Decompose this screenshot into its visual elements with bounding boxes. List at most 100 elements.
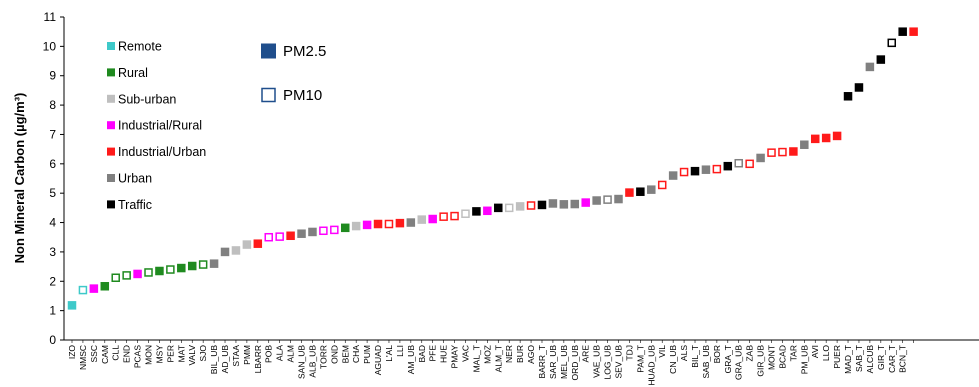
x-tick-label: ALM [286, 345, 296, 362]
data-point [395, 218, 405, 228]
x-tick-label: BIL_T [690, 345, 700, 368]
axes: 0 1 2 3 4 5 6 7 8 9 10 11 [43, 10, 979, 347]
data-point [89, 284, 99, 293]
data-point [537, 200, 547, 210]
data-point [821, 133, 831, 143]
x-tick-label: VAE_UB [592, 345, 602, 378]
data-point [800, 140, 809, 149]
x-tick-label: AGUAD [373, 345, 383, 375]
data-point [876, 55, 886, 64]
x-tick-label: ALM_T [493, 345, 503, 372]
x-tick-label: CAR_T [887, 345, 897, 373]
data-point [373, 219, 383, 229]
y-tick-label: 2 [49, 274, 56, 288]
data-point [494, 203, 503, 213]
x-tick-label: ALCUB [865, 345, 875, 374]
data-point [264, 232, 273, 242]
x-tick-label: NER [504, 345, 514, 363]
data-point [308, 227, 317, 237]
data-point [351, 221, 361, 231]
x-tick-label: BIL_UB [209, 345, 219, 375]
data-point [909, 27, 918, 36]
data-point [461, 209, 470, 218]
x-tick-label: BCAD [777, 345, 787, 369]
y-tick-label: 8 [49, 98, 56, 112]
legend-swatch [107, 42, 115, 50]
data-point [187, 261, 197, 271]
x-tick-label: BARR_T [537, 345, 547, 379]
data-point [865, 62, 875, 72]
data-point [330, 225, 339, 235]
data-point [417, 215, 427, 224]
x-tick-label: POB [264, 345, 274, 363]
y-tick-label: 7 [49, 127, 56, 141]
x-tick-label: SEV_UB [614, 345, 624, 379]
x-tick-labels: IZO NMSC SSC CAM CLL END PCAS MON MSY PER MAT VALV S… [67, 340, 914, 386]
legend-swatch [261, 87, 276, 103]
data-point [756, 153, 765, 163]
data-point [319, 226, 328, 236]
legend-swatch [107, 121, 115, 130]
x-tick-label: END [122, 345, 132, 363]
x-tick-label: L'AL [384, 345, 394, 362]
x-tick-label: MSY [154, 345, 164, 364]
data-points [67, 27, 918, 310]
data-point [155, 266, 164, 276]
x-tick-label: AGO [526, 345, 536, 364]
x-tick-label: ORD_UB [570, 345, 580, 381]
x-tick-label: SAB_T [854, 345, 864, 372]
data-point [100, 282, 110, 291]
x-tick-label: MOZ [482, 345, 492, 364]
x-tick-label: HUE [439, 345, 449, 363]
legend-label: Traffic [118, 198, 152, 212]
data-point [789, 147, 798, 156]
data-point [887, 38, 896, 48]
legend-swatch [107, 68, 115, 77]
data-point [854, 83, 864, 92]
y-tick-label: 6 [49, 157, 56, 171]
x-tick-label: GRA_T [723, 345, 733, 373]
x-tick-label: AVI [810, 345, 820, 358]
legend: Remote Rural Sub-urban Industrial/Rural Indu… [107, 40, 326, 212]
data-point [504, 203, 514, 213]
x-tick-label: LLO [821, 345, 831, 361]
data-point [559, 200, 569, 209]
x-tick-label: GIR_T [876, 345, 886, 370]
x-tick-label: GRA_UB [734, 345, 744, 380]
legend-label: Remote [118, 40, 162, 54]
x-tick-label: ARE [581, 345, 591, 363]
data-point [898, 27, 907, 36]
data-point [778, 147, 787, 157]
y-axis-label: Non Mineral Carbon (µg/m³) [12, 93, 27, 264]
y-tick-label: 4 [49, 216, 56, 230]
data-point [428, 214, 437, 224]
x-tick-label: PAM_T [635, 345, 645, 373]
x-tick-label: BCN_T [898, 345, 908, 373]
data-point [712, 164, 722, 174]
x-tick-label: MAL_T [471, 345, 481, 372]
x-tick-label: PCAS [133, 345, 143, 368]
data-point [526, 201, 536, 210]
data-point [679, 167, 689, 177]
data-point [668, 171, 678, 180]
x-tick-label: PFE [428, 345, 438, 362]
y-tick-label: 5 [49, 186, 56, 200]
legend-label: Urban [118, 172, 152, 186]
x-tick-label: AM_UB [406, 345, 416, 375]
data-point [439, 212, 448, 221]
legend-swatch [107, 94, 115, 103]
data-point [647, 185, 656, 194]
data-point [209, 259, 219, 268]
legend-swatch [107, 174, 115, 182]
x-tick-label: MAD_T [843, 345, 853, 374]
x-tick-label: ALS [679, 345, 689, 361]
data-point [450, 211, 459, 221]
data-point [636, 187, 645, 196]
legend-label: Industrial/Rural [118, 119, 202, 133]
data-point [581, 198, 590, 207]
y-tick-label: 11 [44, 10, 57, 24]
x-tick-label: LLI [395, 345, 405, 357]
x-tick-label: VALV [187, 345, 197, 366]
data-point [690, 166, 700, 176]
